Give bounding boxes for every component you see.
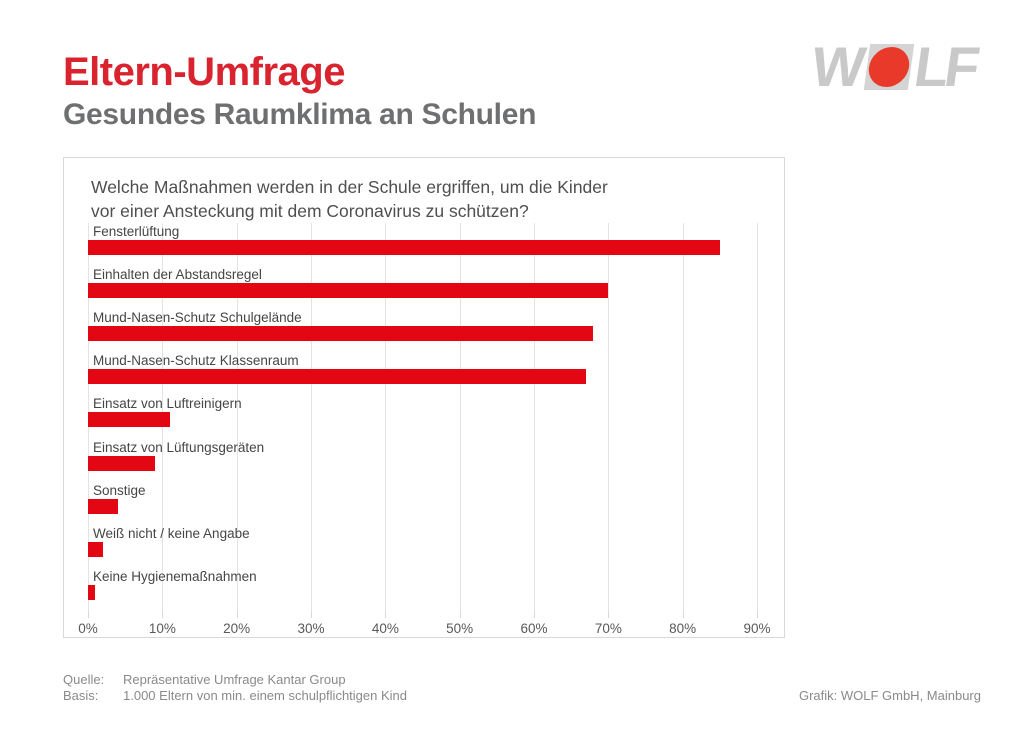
source-label: Quelle: [63,672,105,687]
chart-panel: Welche Maßnahmen werden in der Schule er… [63,157,785,638]
gridline-70% [608,223,610,611]
axis-tickmark [534,611,535,618]
bar-category-label: Mund-Nasen-Schutz Klassenraum [93,353,299,369]
bar-category-label: Einsatz von Lüftungsgeräten [93,439,265,455]
bar-category-label: Einhalten der Abstandsregel [93,267,262,283]
logo-o-block [863,44,914,90]
axis-tickmark [311,611,312,618]
axis-tickmark [236,611,238,618]
bar-11pct [88,412,170,428]
axis-tickmark [385,611,387,618]
axis-tick-label: 80% [669,621,697,636]
axis-tick-label: 90% [743,621,771,636]
footer-source-block: Quelle: Repräsentative Umfrage Kantar Gr… [63,672,407,704]
bar-4pct [88,498,118,514]
axis-tickmark [608,611,610,618]
chart-question: Welche Maßnahmen werden in der Schule er… [91,175,608,223]
axis-tickmark [757,611,758,618]
footer-basis-row: Basis: 1.000 Eltern von min. einem schul… [63,688,407,704]
chart-question-line1: Welche Maßnahmen werden in der Schule er… [91,177,608,197]
axis-tickmark [162,611,164,618]
basis-value: 1.000 Eltern von min. einem schulpflicht… [123,688,407,703]
bar-2pct [88,541,103,557]
gridline-80% [682,223,684,611]
bar-9pct [88,455,155,471]
footer-credit: Grafik: WOLF GmbH, Mainburg [798,688,981,703]
bar-67pct [88,369,587,385]
axis-tickmark [88,611,89,618]
page-title: Eltern-Umfrage [63,50,345,94]
bar-category-label: Weiß nicht / keine Angabe [93,525,250,541]
footer-source-row: Quelle: Repräsentative Umfrage Kantar Gr… [63,672,407,688]
logo-red-dot-icon [865,47,912,87]
axis-tick-label: 0% [78,621,98,636]
gridline-20% [236,223,238,611]
bar-70pct [88,283,609,299]
axis-tick-label: 10% [148,621,176,636]
bar-chart-plot-area: 0% 10% 20% 30% 40% 50% 60% 70% 80% 90% Fensterlüft… [78,223,771,636]
gridline-90% [757,223,758,611]
gridline-60% [534,223,535,611]
gridline-40% [385,223,387,611]
bar-category-label: Fensterlüftung [93,224,180,239]
axis-tick-label: 30% [297,621,325,636]
gridline-50% [459,223,461,611]
bar-85pct [88,240,720,255]
axis-tick-label: 50% [446,621,474,636]
logo-letter-w: W [807,35,866,98]
logo-letters-lf: LF [910,35,980,98]
bar-category-label: Keine Hygienemaßnahmen [93,568,257,584]
bar-category-label: Sonstige [93,482,146,498]
gridline-30% [311,223,312,611]
wolf-logo: W LF [807,35,980,98]
axis-tick-label: 70% [594,621,622,636]
axis-tickmark [459,611,461,618]
bar-1pct [88,584,96,600]
bar-category-label: Einsatz von Luftreinigern [93,396,242,412]
basis-label: Basis: [63,688,99,703]
chart-question-line2: vor einer Ansteckung mit dem Coronavirus… [91,201,529,221]
axis-tick-label: 60% [520,621,548,636]
source-value: Repräsentative Umfrage Kantar Group [123,672,346,687]
bar-category-label: Mund-Nasen-Schutz Schulgelände [93,310,302,326]
axis-tick-label: 40% [371,621,399,636]
bar-68pct [88,326,594,342]
axis-tick-label: 20% [223,621,251,636]
page-subtitle: Gesundes Raumklima an Schulen [63,98,537,131]
axis-tickmark [682,611,684,618]
